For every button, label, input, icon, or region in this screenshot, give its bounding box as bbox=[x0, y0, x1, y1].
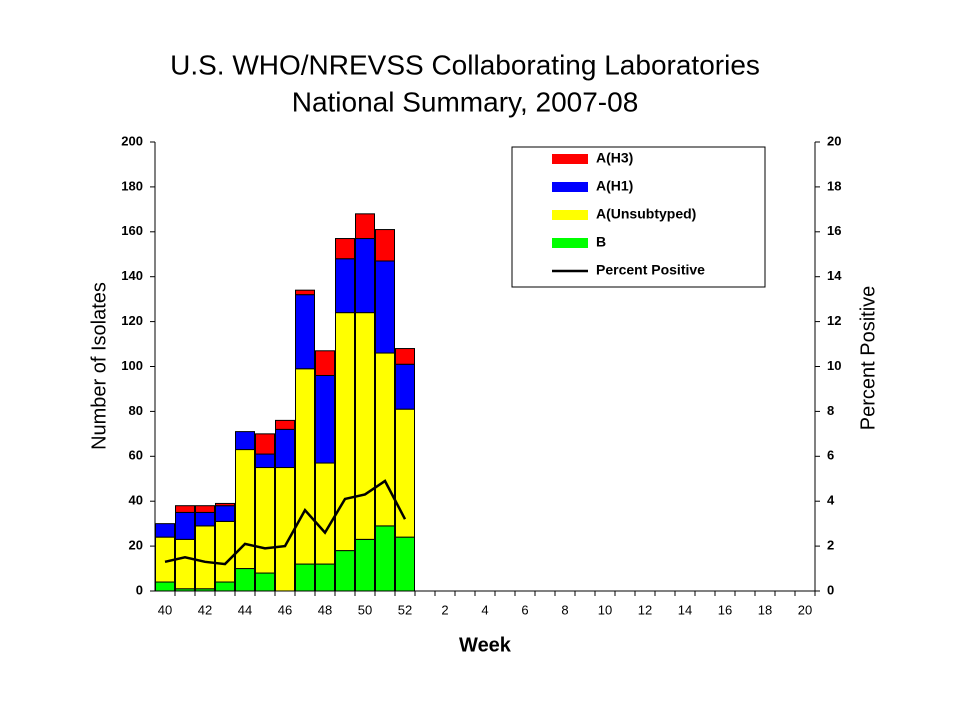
y-axis-label: Number of Isolates bbox=[88, 282, 110, 450]
y-tick-label: 100 bbox=[121, 358, 143, 373]
bar-segment bbox=[275, 419, 295, 430]
x-tick-label: 6 bbox=[521, 602, 528, 617]
y2-tick-label: 14 bbox=[827, 268, 842, 283]
bar-segment bbox=[255, 572, 275, 592]
chart-title: National Summary, 2007-08 bbox=[292, 86, 639, 117]
bar-segment bbox=[215, 520, 235, 583]
bar-segment bbox=[375, 260, 395, 354]
y2-tick-label: 20 bbox=[827, 133, 841, 148]
bar-segment bbox=[395, 363, 415, 410]
y2-tick-label: 10 bbox=[827, 358, 841, 373]
bar-segment bbox=[215, 505, 235, 522]
chart-title: U.S. WHO/NREVSS Collaborating Laboratori… bbox=[170, 49, 760, 80]
bar-segment bbox=[215, 502, 235, 507]
y2-tick-label: 12 bbox=[827, 313, 841, 328]
x-tick-label: 18 bbox=[758, 602, 772, 617]
y-tick-label: 60 bbox=[129, 448, 143, 463]
y2-tick-label: 0 bbox=[827, 582, 834, 597]
y2-tick-label: 2 bbox=[827, 538, 834, 553]
bar-segment bbox=[195, 525, 215, 590]
y-tick-label: 120 bbox=[121, 313, 143, 328]
bar-segment bbox=[235, 431, 255, 451]
y-tick-label: 200 bbox=[121, 133, 143, 148]
y2-tick-label: 8 bbox=[827, 403, 834, 418]
bar-segment bbox=[295, 563, 315, 592]
bar-segment bbox=[375, 352, 395, 527]
x-tick-label: 8 bbox=[561, 602, 568, 617]
bar-segment bbox=[355, 238, 375, 314]
bar-segment bbox=[275, 428, 295, 469]
x-tick-label: 10 bbox=[598, 602, 612, 617]
bar-segment bbox=[175, 538, 195, 590]
legend-label: A(H1) bbox=[596, 178, 633, 194]
y2-tick-label: 6 bbox=[827, 448, 834, 463]
y-tick-label: 40 bbox=[129, 493, 143, 508]
bar-segment bbox=[355, 213, 375, 240]
bar-segment bbox=[355, 312, 375, 540]
y2-tick-label: 4 bbox=[827, 493, 835, 508]
bar-segment bbox=[275, 467, 295, 592]
bar-segment bbox=[255, 467, 275, 574]
bar-segment bbox=[155, 581, 175, 592]
legend-label: B bbox=[596, 234, 606, 250]
bar-segment bbox=[375, 229, 395, 262]
bar-segment bbox=[395, 348, 415, 365]
legend-label: A(Unsubtyped) bbox=[596, 206, 696, 222]
bar-segment bbox=[295, 289, 315, 296]
bar-segment bbox=[295, 368, 315, 565]
bar-segment bbox=[395, 536, 415, 592]
x-tick-label: 12 bbox=[638, 602, 652, 617]
legend-swatch bbox=[552, 238, 588, 248]
y-tick-label: 20 bbox=[129, 538, 143, 553]
bar-segment bbox=[315, 350, 335, 376]
bar-segment bbox=[335, 312, 355, 552]
y2-axis-label: Percent Positive bbox=[857, 286, 879, 431]
bar-segment bbox=[315, 374, 335, 464]
x-tick-label: 14 bbox=[678, 602, 692, 617]
y-tick-label: 180 bbox=[121, 178, 143, 193]
bar-segment bbox=[335, 238, 355, 260]
bar-segment bbox=[175, 511, 195, 540]
bar-segment bbox=[195, 511, 215, 527]
y-tick-label: 0 bbox=[136, 582, 143, 597]
bar-segment bbox=[215, 581, 235, 592]
bar-segment bbox=[335, 550, 355, 592]
bar-segment bbox=[295, 294, 315, 370]
y-tick-label: 80 bbox=[129, 403, 143, 418]
bar-segment bbox=[155, 523, 175, 538]
legend-label: Percent Positive bbox=[596, 262, 705, 278]
legend-label: A(H3) bbox=[596, 150, 633, 166]
legend-swatch bbox=[552, 154, 588, 164]
x-tick-label: 2 bbox=[441, 602, 448, 617]
x-tick-label: 4 bbox=[481, 602, 488, 617]
x-tick-label: 16 bbox=[718, 602, 732, 617]
bar-segment bbox=[335, 258, 355, 314]
x-tick-label: 40 bbox=[158, 602, 172, 617]
x-tick-label: 42 bbox=[198, 602, 212, 617]
legend-swatch bbox=[552, 210, 588, 220]
bar-segment bbox=[375, 525, 395, 592]
x-tick-label: 20 bbox=[798, 602, 812, 617]
bar-segment bbox=[235, 568, 255, 592]
y2-tick-label: 18 bbox=[827, 178, 841, 193]
line-series bbox=[164, 479, 407, 566]
x-tick-label: 46 bbox=[278, 602, 292, 617]
y2-tick-label: 16 bbox=[827, 223, 841, 238]
bar-segment bbox=[175, 505, 195, 513]
bar-segment bbox=[315, 462, 335, 565]
x-tick-label: 48 bbox=[318, 602, 332, 617]
x-tick-label: 50 bbox=[358, 602, 372, 617]
y-tick-label: 140 bbox=[121, 268, 143, 283]
bar-segment bbox=[255, 433, 275, 455]
legend-swatch bbox=[552, 182, 588, 192]
x-axis-label: Week bbox=[459, 634, 512, 656]
bar-segment bbox=[355, 538, 375, 592]
bar-segment bbox=[315, 563, 335, 592]
bar-segment bbox=[195, 505, 215, 513]
y-tick-label: 160 bbox=[121, 223, 143, 238]
x-tick-label: 52 bbox=[398, 602, 412, 617]
bar-segment bbox=[255, 453, 275, 469]
x-tick-label: 44 bbox=[238, 602, 252, 617]
